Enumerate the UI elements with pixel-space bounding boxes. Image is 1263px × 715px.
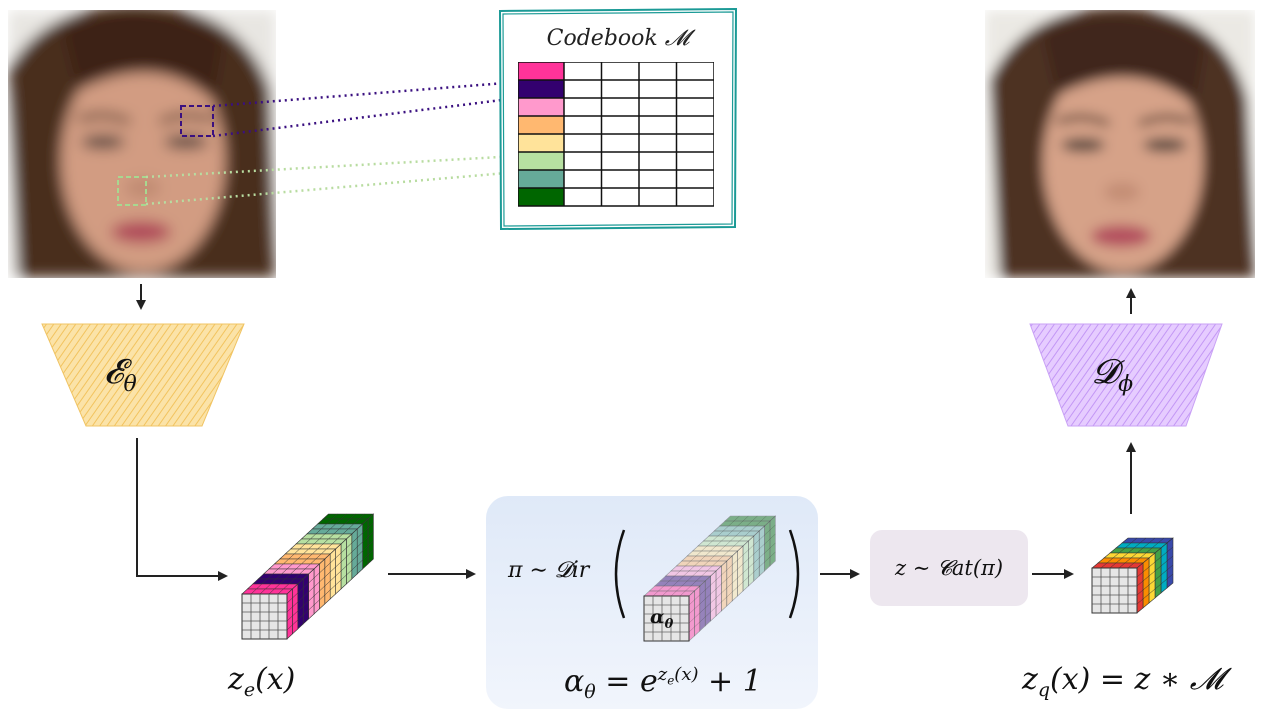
zq-label: zq(x) = z ∗ 𝓜 <box>1022 662 1224 701</box>
decoder-block <box>1029 323 1223 427</box>
dirichlet-parens <box>614 529 800 619</box>
codebook-title: Codebook 𝓜 <box>546 26 690 51</box>
encoder-label: 𝓔θ <box>104 352 137 397</box>
forehead-patch <box>180 105 214 137</box>
nose-patch <box>117 176 147 206</box>
alpha-label: αθ <box>650 606 674 632</box>
codebook-swatch <box>518 152 564 170</box>
arrow-encoder-to-ze <box>136 438 228 581</box>
input-image <box>8 10 276 278</box>
codebook-swatch <box>518 188 564 206</box>
decoder-label: 𝓓ϕ <box>1092 352 1134 397</box>
codebook-swatch <box>518 116 564 134</box>
codebook-panel: Codebook 𝓜 <box>498 8 738 230</box>
dirichlet-prefix: π ∼ 𝓓ir <box>508 558 590 583</box>
codebook-swatch <box>518 134 564 152</box>
categorical-label: z ∼ 𝓒at(π) <box>894 556 1004 580</box>
alpha-tensor <box>643 515 777 642</box>
ze-label: ze(x) <box>228 662 296 701</box>
reconstructed-image <box>985 10 1255 278</box>
codebook-swatch <box>518 98 564 116</box>
codebook-table <box>518 62 714 207</box>
ze-tensor <box>241 513 375 640</box>
alpha-equation: αθ = eze(x) + 1 <box>564 664 762 703</box>
encoder-block <box>41 323 245 427</box>
codebook-swatch <box>518 80 564 98</box>
codebook-swatch <box>518 170 564 188</box>
zq-tensor <box>1091 537 1174 614</box>
categorical-panel <box>870 530 1028 606</box>
codebook-swatch <box>518 62 564 80</box>
